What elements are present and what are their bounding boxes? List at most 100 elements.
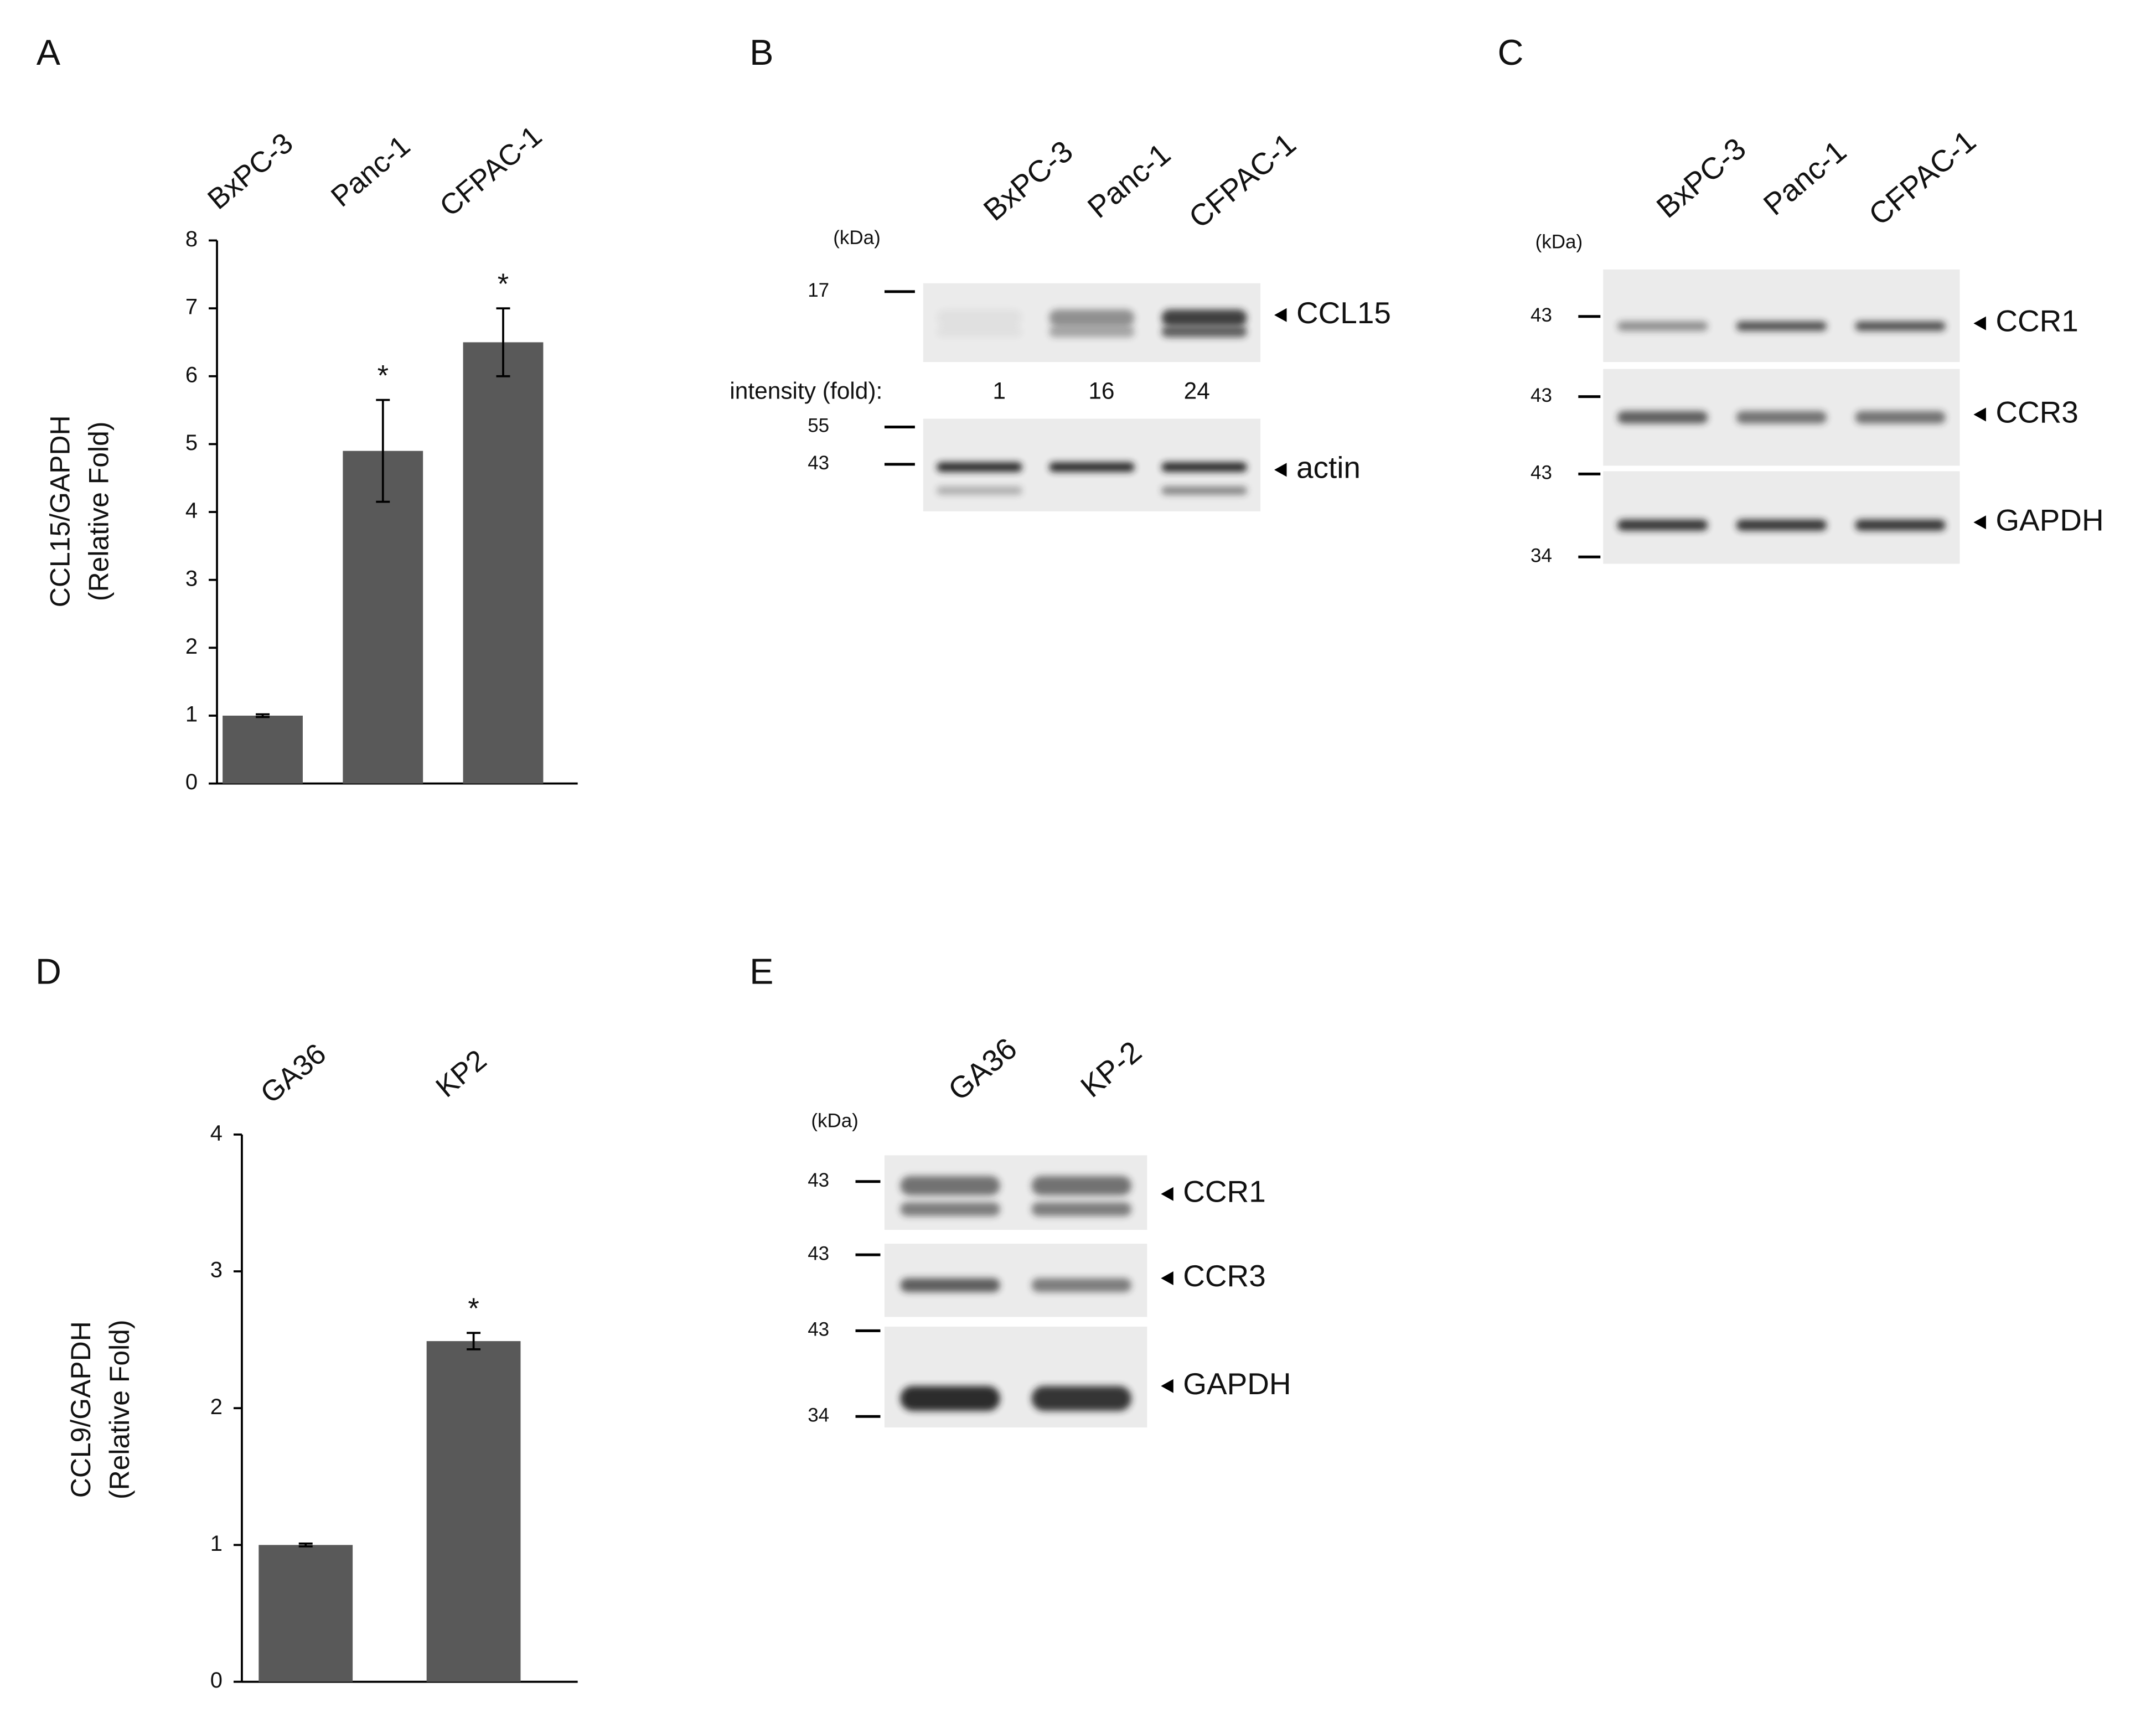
blot-band (1736, 321, 1827, 331)
blot-band (1161, 326, 1247, 338)
marker-label: 17 (808, 280, 829, 301)
marker-label: 43 (808, 1169, 829, 1191)
intensity-value: 1 (992, 377, 1006, 403)
unit-label: (kDa) (1535, 231, 1583, 253)
y-tick-label: 0 (185, 770, 198, 794)
marker-label: 43 (808, 452, 829, 474)
intensity-label: intensity (fold): (730, 377, 882, 403)
marker-label: 34 (1531, 545, 1552, 566)
y-tick-label: 4 (185, 499, 198, 523)
blot-band (1031, 1176, 1131, 1196)
blot-band (1049, 462, 1135, 472)
bar (463, 342, 544, 784)
marker-label: 43 (1531, 304, 1552, 326)
band-arrow (1973, 515, 1986, 530)
error-bar (298, 1543, 313, 1548)
marker-label: 43 (808, 1319, 829, 1341)
bar (426, 1341, 521, 1682)
blot-strip (1603, 471, 1960, 564)
blot-band (937, 326, 1022, 338)
y-tick-label: 8 (185, 227, 198, 251)
y-tick-label: 5 (185, 431, 198, 455)
blot-band (1855, 411, 1946, 424)
band-label: CCR1 (1183, 1174, 1265, 1209)
blot-band (900, 1202, 1000, 1217)
panel-label: A (37, 32, 61, 73)
band-arrow (1161, 1271, 1173, 1285)
blot-band (1617, 519, 1708, 531)
blot-band (1855, 321, 1946, 331)
blot-strip (1603, 269, 1960, 363)
blot-band (1031, 1202, 1131, 1217)
y-tick-label: 1 (210, 1531, 223, 1556)
bar (343, 451, 423, 784)
y-tick-label: 2 (210, 1395, 223, 1419)
band-arrow (1274, 308, 1287, 322)
y-tick-label: 1 (185, 702, 198, 727)
panel-label: B (749, 32, 773, 73)
blot-band (937, 486, 1022, 495)
error-bar (496, 307, 510, 377)
y-tick-label: 0 (210, 1668, 223, 1693)
y-tick-label: 3 (210, 1258, 223, 1282)
blot-band (1161, 462, 1247, 472)
y-tick-label: 3 (185, 566, 198, 591)
significance-label: * (468, 1293, 479, 1325)
blot-band (900, 1278, 1000, 1292)
blot-band (1049, 309, 1135, 327)
band-label: actin (1296, 450, 1361, 484)
y-tick-label: 7 (185, 295, 198, 319)
band-label: GAPDH (1183, 1367, 1291, 1401)
band-label: CCR3 (1995, 395, 2079, 429)
intensity-value: 16 (1088, 377, 1114, 403)
y-tick-label: 4 (210, 1121, 223, 1145)
error-bar (256, 713, 270, 718)
unit-label: (kDa) (811, 1110, 858, 1132)
y-axis-label: (Relative Fold) (83, 422, 114, 602)
marker-label: 55 (808, 415, 829, 437)
blot-band (1031, 1386, 1131, 1411)
marker-label: 43 (1531, 462, 1552, 484)
blot-band (1617, 321, 1708, 331)
y-axis-label: CCL15/GAPDH (45, 415, 76, 607)
marker-label: 43 (808, 1243, 829, 1264)
band-label: CCL15 (1296, 296, 1391, 330)
band-label: GAPDH (1995, 503, 2103, 537)
blot-strip (884, 1326, 1147, 1428)
blot-band (1736, 411, 1827, 424)
error-bar (467, 1332, 481, 1350)
blot-band (937, 309, 1022, 327)
bar (223, 716, 303, 784)
marker-label: 34 (808, 1404, 829, 1426)
blot-band (1617, 411, 1708, 424)
blot-band (1855, 519, 1946, 531)
unit-label: (kDa) (833, 227, 880, 249)
blot-band (900, 1386, 1000, 1411)
blot-band (1049, 326, 1135, 338)
band-arrow (1161, 1187, 1173, 1201)
band-label: CCR3 (1183, 1259, 1265, 1293)
blot-band (1031, 1278, 1131, 1292)
y-tick-label: 6 (185, 363, 198, 387)
y-axis-label: (Relative Fold) (104, 1319, 135, 1499)
intensity-value: 24 (1184, 377, 1210, 403)
marker-label: 43 (1531, 385, 1552, 406)
blot-band (1161, 486, 1247, 495)
panel-label: D (35, 951, 61, 991)
band-arrow (1274, 463, 1287, 477)
panel-label: C (1498, 32, 1524, 73)
blot-band (1736, 519, 1827, 531)
error-bar (376, 399, 390, 503)
bar (258, 1545, 353, 1682)
band-arrow (1973, 407, 1986, 422)
blot-band (937, 462, 1022, 472)
panel-label: E (749, 951, 773, 991)
band-arrow (1161, 1379, 1173, 1393)
blot-band (1161, 309, 1247, 327)
blot-band (900, 1176, 1000, 1196)
y-tick-label: 2 (185, 634, 198, 659)
band-arrow (1973, 316, 1986, 330)
